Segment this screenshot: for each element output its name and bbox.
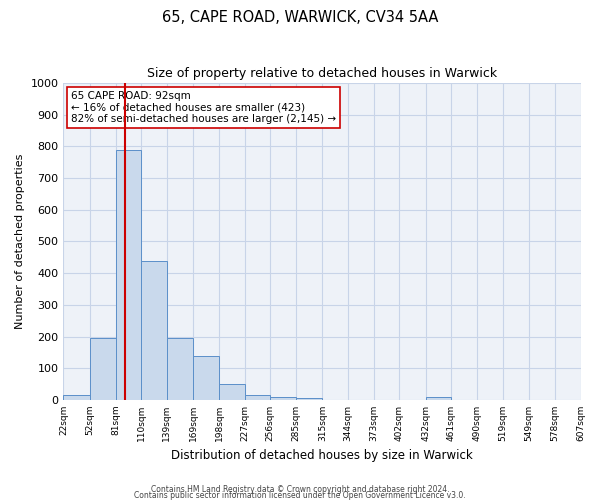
Text: 65, CAPE ROAD, WARWICK, CV34 5AA: 65, CAPE ROAD, WARWICK, CV34 5AA [162, 10, 438, 25]
Text: Contains public sector information licensed under the Open Government Licence v3: Contains public sector information licen… [134, 490, 466, 500]
Bar [90, 338, 116, 400]
Bar [116, 150, 141, 400]
Text: Contains HM Land Registry data © Crown copyright and database right 2024.: Contains HM Land Registry data © Crown c… [151, 484, 449, 494]
X-axis label: Distribution of detached houses by size in Warwick: Distribution of detached houses by size … [171, 450, 473, 462]
Bar [64, 395, 90, 400]
Bar [245, 395, 270, 400]
Bar [193, 356, 219, 400]
Bar [167, 338, 193, 400]
Title: Size of property relative to detached houses in Warwick: Size of property relative to detached ho… [147, 68, 497, 80]
Bar [296, 398, 322, 400]
Bar [219, 384, 245, 400]
Bar [270, 397, 296, 400]
Bar [141, 260, 167, 400]
Bar [426, 397, 451, 400]
Text: 65 CAPE ROAD: 92sqm
← 16% of detached houses are smaller (423)
82% of semi-detac: 65 CAPE ROAD: 92sqm ← 16% of detached ho… [71, 91, 336, 124]
Y-axis label: Number of detached properties: Number of detached properties [15, 154, 25, 329]
